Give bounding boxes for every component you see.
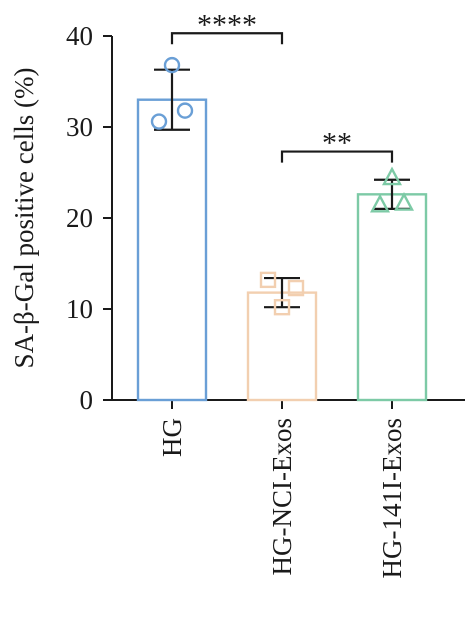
data-point [370,193,390,213]
significance-label: ** [322,127,352,160]
y-tick-label: 20 [66,203,93,233]
x-tick-label: HG-NCI-Exos [267,418,297,575]
y-tick-label: 10 [66,294,93,324]
y-axis: 0 10 20 30 40 [66,21,113,415]
data-point [394,191,414,211]
y-tick-label: 30 [66,112,93,142]
significance-label: **** [197,8,257,41]
significance-bracket [170,32,284,45]
data-point [287,279,305,297]
x-tick-label: HG-141I-Exos [377,418,407,578]
y-axis-label: SA-β-Gal positive cells (%) [9,68,39,369]
bar-2 [356,193,428,402]
y-tick-label: 0 [80,385,94,415]
x-tick-label: HG [157,418,187,457]
bar-0 [136,98,208,402]
data-point [273,298,291,316]
significance-bracket [280,150,394,163]
y-tick-label: 40 [66,21,93,51]
x-axis: HG HG-NCI-Exos HG-141I-Exos [112,399,465,578]
data-point [163,56,181,74]
bar-1 [246,291,318,402]
data-point [150,113,168,130]
data-point [259,271,277,289]
data-point [176,102,194,119]
data-point [382,166,402,186]
